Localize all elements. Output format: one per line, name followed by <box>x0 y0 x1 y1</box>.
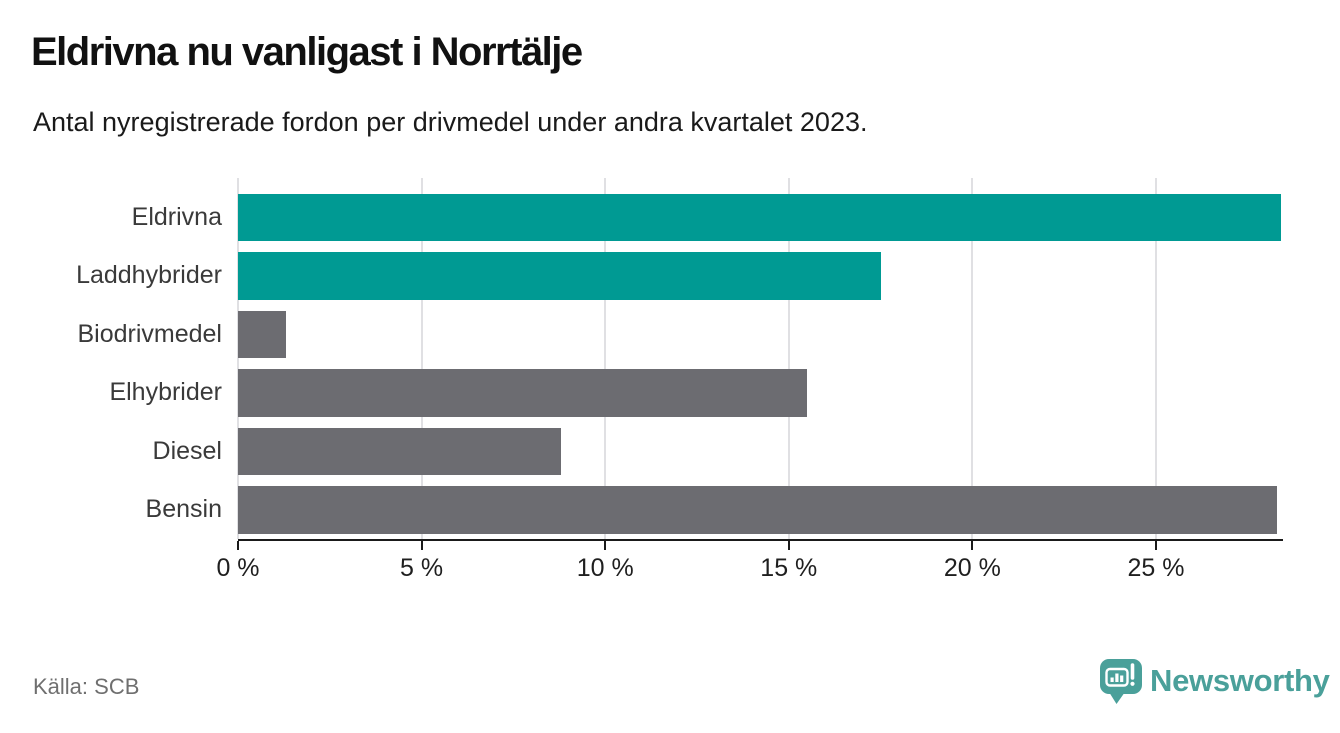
x-axis-tick-label: 5 % <box>400 554 444 582</box>
category-label: Bensin <box>145 495 222 523</box>
x-axis-tick <box>237 541 239 550</box>
bar <box>238 486 1278 534</box>
category-label: Laddhybrider <box>76 261 222 289</box>
gridline <box>971 178 974 539</box>
category-label: Diesel <box>152 436 222 465</box>
category-label: Biodrivmedel <box>77 319 222 348</box>
page-title: Eldrivna nu vanligast i Norrtälje <box>31 30 583 74</box>
gridline <box>237 178 239 539</box>
bar <box>238 369 808 417</box>
gridline <box>604 178 607 539</box>
x-axis-tick <box>604 541 607 550</box>
x-axis-tick <box>787 541 790 550</box>
source-label: Källa: SCB <box>33 674 140 699</box>
x-axis-tick <box>971 541 974 550</box>
x-axis-tick-label: 0 % <box>216 554 260 582</box>
x-axis-tick-label: 10 % <box>576 554 634 582</box>
bar <box>238 427 562 475</box>
gridline <box>1155 178 1157 539</box>
category-label: Eldrivna <box>131 202 222 231</box>
x-axis-line <box>238 539 1283 541</box>
x-axis-tick <box>420 541 423 550</box>
bar <box>238 193 1281 241</box>
bar <box>238 310 286 358</box>
newsworthy-logo-icon <box>1100 659 1142 706</box>
gridline <box>787 178 790 539</box>
x-axis-tick <box>1155 541 1157 550</box>
x-axis-tick-label: 15 % <box>760 554 818 582</box>
category-label: Elhybrider <box>109 378 222 406</box>
gridline <box>420 178 423 539</box>
x-axis-tick-label: 25 % <box>1127 554 1185 582</box>
x-axis-tick-label: 20 % <box>943 554 1001 582</box>
brand-name: Newsworthy <box>1150 663 1330 698</box>
page-subtitle: Antal nyregistrerade fordon per drivmede… <box>33 107 868 137</box>
bar <box>238 252 881 300</box>
